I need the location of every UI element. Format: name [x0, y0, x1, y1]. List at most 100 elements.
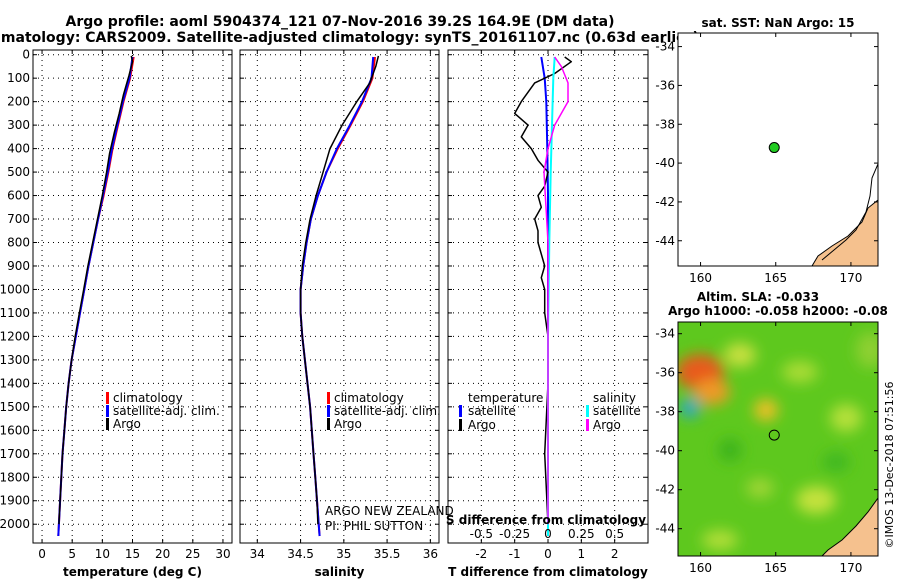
temp-legend-swatch — [106, 392, 109, 404]
temp-legend-label: Argo — [113, 417, 141, 431]
figure-title-line2: Climatology: CARS2009. Satellite-adjuste… — [0, 30, 699, 46]
pressure-tick-label: 1600 — [0, 423, 30, 437]
sst-coastline-west — [821, 163, 878, 261]
sst-lat-label: -42 — [655, 195, 675, 209]
temp-series-satellite — [57, 56, 134, 537]
diff-legend-left-swatch — [459, 405, 462, 417]
temp-series-group — [57, 55, 135, 537]
float-pi-label: PI: PHIL SUTTON — [325, 519, 423, 533]
sst-lon-label: 170 — [839, 271, 862, 285]
temp-xtick-label: 10 — [95, 547, 110, 561]
sst-lat-ticks: -34 -36 -38 -40 -42 -44 — [655, 40, 878, 248]
sal-series-group — [299, 55, 380, 537]
sst-lat-label: -38 — [655, 117, 675, 131]
sla-map-title-line1: Altim. SLA: -0.033 — [697, 290, 819, 304]
sla-lat-label: -34 — [655, 327, 675, 341]
sla-lat-label: -38 — [655, 405, 675, 419]
sla-land-new-zealand — [821, 497, 878, 556]
pressure-tick-label: 1300 — [0, 353, 30, 367]
sla-field — [678, 322, 878, 556]
sal-xtick-label: 34.5 — [287, 547, 314, 561]
diff-legend-temperature-title: temperature — [468, 391, 543, 405]
pressure-tick-label: 1800 — [0, 470, 30, 484]
temp-frame — [32, 49, 233, 544]
pressure-tick-label: 300 — [7, 118, 30, 132]
diff-series-t-argo — [513, 56, 573, 525]
sst-map-title: sat. SST: NaN Argo: 15 — [701, 16, 854, 30]
sst-lon-label: 165 — [764, 271, 787, 285]
diff-salinity-tick-label: -0.25 — [499, 527, 530, 541]
float-program-label: ARGO NEW ZEALAND — [325, 504, 454, 518]
sst-lat-label: -34 — [655, 40, 675, 54]
diff-xlabel: T difference from climatology — [448, 565, 648, 579]
difference-panel: -2 -1 0 1 2 T difference from climatology temp… — [446, 49, 649, 579]
pressure-tick-label: 600 — [7, 189, 30, 203]
diff-legend-right-swatch — [586, 405, 589, 417]
pressure-tick-label: 500 — [7, 165, 30, 179]
diff-legend-left-swatch — [459, 419, 462, 431]
diff-xtick-label: 1 — [578, 547, 586, 561]
pressure-tick-label: 0 — [22, 48, 30, 62]
temp-legend-swatch — [106, 405, 109, 417]
sla-lat-label: -42 — [655, 483, 675, 497]
pressure-tick-label: 100 — [7, 71, 30, 85]
pressure-tick-label: 1700 — [0, 447, 30, 461]
diff-legend-right-label: satellite — [593, 404, 641, 418]
diff-series-group — [513, 56, 573, 536]
sla-lon-label: 160 — [689, 561, 712, 575]
diff-series-s-argo — [543, 56, 569, 525]
sal-xtick-label: 34 — [250, 547, 265, 561]
sla-lon-ticks: 160 165 170 — [689, 322, 862, 575]
pressure-tick-label: 1100 — [0, 306, 30, 320]
diff-xtick-label: 2 — [611, 547, 619, 561]
temp-legend-swatch — [106, 418, 109, 430]
sla-lat-label: -44 — [655, 522, 675, 536]
sal-series-climatology — [299, 56, 376, 537]
pressure-tick-label: 900 — [7, 259, 30, 273]
sst-lon-label: 160 — [689, 271, 712, 285]
sal-legend-label: Argo — [334, 417, 362, 431]
sla-map: Altim. SLA: -0.033 Argo h1000: -0.058 h2… — [655, 290, 887, 575]
sla-float-marker — [768, 429, 780, 441]
sla-lat-label: -36 — [655, 366, 675, 380]
diff-salinity-tick-label: 0.25 — [568, 527, 595, 541]
diff-legend-salinity-title: salinity — [593, 391, 636, 405]
sst-map-frame — [677, 32, 879, 267]
sal-legend-swatch — [327, 405, 330, 417]
sla-lat-ticks: -34 -36 -38 -40 -42 -44 — [655, 327, 878, 536]
diff-legend-left-label: Argo — [468, 418, 496, 432]
temp-xtick-label: 20 — [155, 547, 170, 561]
temp-series-argo — [58, 55, 134, 525]
sal-legend-swatch — [327, 392, 330, 404]
diff-frame — [447, 49, 649, 544]
diff-legend-right-swatch — [586, 419, 589, 431]
figure-title-line1: Argo profile: aoml 5904374_121 07-Nov-20… — [65, 14, 614, 30]
sst-lat-label: -36 — [655, 78, 675, 92]
temp-series-climatology — [57, 56, 135, 537]
temp-xtick-label: 15 — [125, 547, 140, 561]
pressure-tick-label: 400 — [7, 142, 30, 156]
sal-legend-label: satellite-adj. clim. — [334, 404, 441, 418]
sla-map-frame — [677, 321, 879, 557]
sal-series-argo — [299, 55, 380, 525]
sst-map: sat. SST: NaN Argo: 15 -34 -36 -38 -40 -42 -4… — [655, 16, 879, 285]
salinity-panel: 34 34.5 35 35.5 36 salinity climatologysatelli… — [239, 49, 454, 579]
pressure-tick-label: 1200 — [0, 329, 30, 343]
temp-legend-label: satellite-adj. clim. — [113, 404, 220, 418]
sal-series-satellite — [299, 56, 375, 537]
diff-salinity-tick-label: 0.5 — [605, 527, 624, 541]
pressure-tick-label: 1900 — [0, 494, 30, 508]
pressure-tick-label: 1400 — [0, 376, 30, 390]
sst-lat-label: -44 — [655, 234, 675, 248]
diff-legend-right-label: Argo — [593, 418, 621, 432]
temp-xtick-label: 0 — [38, 547, 46, 561]
sla-lon-label: 165 — [764, 561, 787, 575]
diff-xtick-label: -1 — [509, 547, 521, 561]
sla-map-title-line2: Argo h1000: -0.058 h2000: -0.08 — [668, 304, 888, 318]
pressure-tick-label: 1500 — [0, 400, 30, 414]
temp-xtick-label: 25 — [185, 547, 200, 561]
imos-credit: ©IMOS 13-Dec-2018 07:51:56 — [883, 382, 896, 549]
temp-xtick-label: 30 — [215, 547, 230, 561]
pressure-tick-label: 1000 — [0, 282, 30, 296]
